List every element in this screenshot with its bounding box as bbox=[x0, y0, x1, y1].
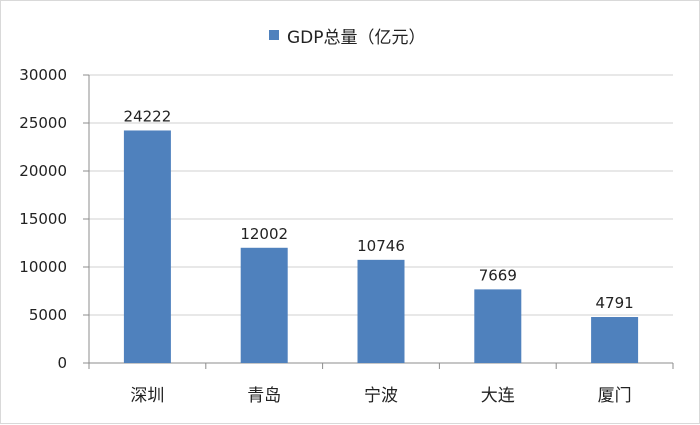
y-tick-label: 15000 bbox=[19, 210, 67, 228]
legend-label: GDP总量（亿元） bbox=[287, 27, 426, 48]
bar bbox=[591, 317, 639, 363]
y-tick-label: 20000 bbox=[19, 162, 67, 180]
y-tick-label: 25000 bbox=[19, 114, 67, 132]
category-label: 厦门 bbox=[598, 386, 632, 406]
bar bbox=[474, 289, 522, 363]
data-label: 24222 bbox=[124, 107, 172, 125]
bar bbox=[357, 259, 405, 363]
data-label: 12002 bbox=[240, 225, 288, 243]
category-label: 宁波 bbox=[364, 386, 398, 406]
legend: GDP总量（亿元） bbox=[269, 23, 426, 48]
legend-swatch bbox=[269, 30, 279, 40]
data-label: 4791 bbox=[596, 294, 634, 312]
category-label: 青岛 bbox=[247, 386, 281, 406]
data-label: 10746 bbox=[357, 237, 405, 255]
y-tick-label: 10000 bbox=[19, 258, 67, 276]
data-label: 7669 bbox=[479, 266, 517, 284]
bar bbox=[123, 130, 171, 363]
y-tick-label: 0 bbox=[57, 354, 67, 372]
y-tick-label: 30000 bbox=[19, 66, 67, 84]
category-label: 大连 bbox=[481, 386, 515, 406]
bar bbox=[240, 247, 288, 363]
y-tick-label: 5000 bbox=[29, 306, 67, 324]
category-label: 深圳 bbox=[130, 386, 164, 406]
